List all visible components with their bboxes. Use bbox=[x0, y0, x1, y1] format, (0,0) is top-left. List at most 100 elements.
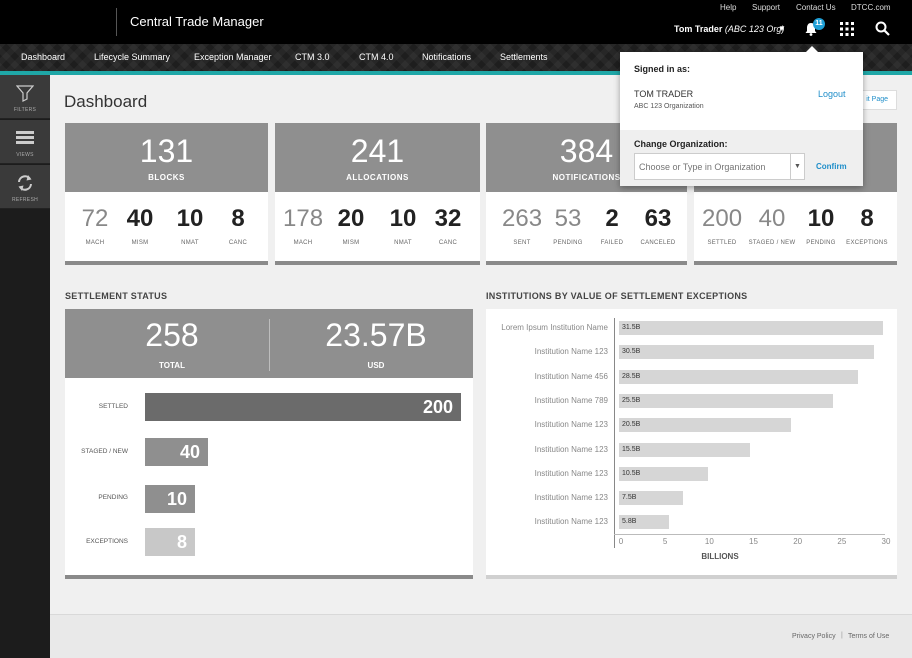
help-link[interactable]: Help bbox=[720, 3, 737, 12]
chart-x-tick: 5 bbox=[662, 537, 668, 546]
card-header: 131 BLOCKS bbox=[65, 123, 268, 192]
nav-accent-line bbox=[0, 71, 912, 75]
signed-in-user-name: TOM TRADER bbox=[634, 89, 694, 99]
chart-bar[interactable]: 15.5B bbox=[619, 442, 750, 457]
chart-bar[interactable]: 10.5B bbox=[619, 466, 708, 481]
summary-divider bbox=[269, 319, 270, 371]
card-stat-value: 10 bbox=[807, 205, 835, 232]
card-stat-label: EXCEPTIONS bbox=[846, 240, 888, 246]
sidebar-views-button[interactable]: VIEWS bbox=[0, 120, 50, 164]
card-stat-label: NMAT bbox=[394, 240, 412, 246]
refresh-icon bbox=[18, 175, 32, 191]
dtcc-link[interactable]: DTCC.com bbox=[851, 3, 891, 12]
card-stat-value: 10 bbox=[389, 205, 417, 232]
settlement-total: 258 bbox=[145, 317, 199, 353]
sidebar-filters-button[interactable]: FILTERS bbox=[0, 75, 50, 119]
nav-exception-manager[interactable]: Exception Manager bbox=[194, 52, 272, 62]
card-stat-value: 72 bbox=[81, 205, 109, 232]
confirm-button[interactable]: Confirm bbox=[816, 162, 847, 171]
dropdown-arrow bbox=[806, 46, 818, 52]
search-icon[interactable] bbox=[875, 21, 890, 36]
card-stat-label: MISM bbox=[131, 240, 149, 246]
chart-bar[interactable]: 25.5B bbox=[619, 393, 833, 408]
nav-settlements[interactable]: Settlements bbox=[500, 52, 548, 62]
nav-notifications[interactable]: Notifications bbox=[422, 52, 472, 62]
apps-grid-icon[interactable] bbox=[840, 22, 854, 36]
settlement-bar-label: STAGED / NEW bbox=[81, 448, 128, 455]
card-stat-value: 8 bbox=[231, 205, 245, 232]
terms-of-use-link[interactable]: Terms of Use bbox=[848, 633, 890, 640]
settlement-usd-label: USD bbox=[367, 361, 385, 370]
settlement-bar-label: EXCEPTIONS bbox=[86, 538, 128, 545]
chart-category-label: Lorem Ipsum Institution Name bbox=[501, 323, 608, 332]
card-stat-label: CANCELED bbox=[640, 240, 676, 246]
chart-category-label: Institution Name 123 bbox=[534, 420, 608, 430]
settlement-bar-staged[interactable]: 40 bbox=[145, 438, 208, 466]
card-stat-label: CANC bbox=[438, 240, 458, 246]
filter-icon bbox=[16, 85, 34, 102]
chart-category-label: Institution Name 123 bbox=[534, 517, 608, 527]
chart-category-label: Institution Name 123 bbox=[534, 347, 608, 357]
chart-x-tick: 20 bbox=[793, 537, 803, 546]
card-stat-label: MISM bbox=[342, 240, 360, 246]
account-dropdown: Signed in as: TOM TRADER ABC 123 Organiz… bbox=[620, 46, 863, 186]
chart-bar[interactable]: 7.5B bbox=[619, 491, 683, 506]
settlement-bar-exceptions[interactable]: 8 bbox=[145, 528, 195, 556]
privacy-policy-link[interactable]: Privacy Policy bbox=[792, 633, 836, 640]
contact-us-link[interactable]: Contact Us bbox=[796, 3, 836, 12]
chart-bar[interactable]: 5.8B bbox=[619, 515, 669, 530]
chart-y-axis bbox=[614, 318, 615, 548]
settlement-bar-settled[interactable]: 200 bbox=[145, 393, 461, 421]
card-stat-label: FAILED bbox=[600, 240, 624, 246]
card-stat-value: 263 bbox=[502, 205, 543, 232]
chart-bar[interactable]: 20.5B bbox=[619, 418, 791, 433]
signed-in-user-org: ABC 123 Organization bbox=[634, 103, 704, 110]
org-dropdown-chevron-icon[interactable]: ▼ bbox=[790, 153, 805, 180]
card-stat-label: SENT bbox=[513, 240, 531, 246]
card-header: 241 ALLOCATIONS bbox=[275, 123, 480, 192]
notification-badge: 11 bbox=[813, 18, 825, 30]
card-caption: BLOCKS bbox=[148, 173, 185, 182]
chart-x-axis bbox=[614, 534, 885, 535]
chart-x-tick: 30 bbox=[881, 537, 891, 546]
card-stat-label: STAGED / NEW bbox=[748, 240, 796, 246]
chart-x-tick: 25 bbox=[837, 537, 847, 546]
logout-link[interactable]: Logout bbox=[818, 89, 846, 99]
sidebar: FILTERS VIEWS REFRESH bbox=[0, 75, 50, 658]
institutions-chart-title: INSTITUTIONS BY VALUE OF SETTLEMENT EXCE… bbox=[486, 291, 748, 301]
nav-ctm-3[interactable]: CTM 3.0 bbox=[295, 52, 330, 62]
chart-bar[interactable]: 30.5B bbox=[619, 345, 874, 360]
card-stat-label: PENDING bbox=[806, 240, 836, 246]
card-stat-label: NMAT bbox=[181, 240, 199, 246]
support-link[interactable]: Support bbox=[752, 3, 781, 12]
card-stat-label: PENDING bbox=[553, 240, 583, 246]
card-total: 131 bbox=[139, 133, 194, 169]
chart-x-tick: 15 bbox=[749, 537, 758, 546]
card-stat-value: 10 bbox=[176, 205, 204, 232]
nav-dashboard[interactable]: Dashboard bbox=[21, 52, 66, 62]
settlement-bar-label: SETTLED bbox=[98, 403, 128, 410]
settlement-bar-pending[interactable]: 10 bbox=[145, 485, 195, 513]
settlement-bar-label: PENDING bbox=[98, 494, 128, 501]
chart-category-label: Institution Name 123 bbox=[534, 444, 608, 454]
user-name: Tom Trader bbox=[674, 24, 723, 34]
chart-x-label: BILLIONS bbox=[701, 552, 739, 561]
user-menu[interactable]: Tom Trader (ABC 123 Org) bbox=[674, 24, 784, 34]
chevron-down-icon[interactable]: ▼ bbox=[778, 24, 786, 33]
card-stat-label: MACH bbox=[293, 240, 313, 246]
card-stat-value: 40 bbox=[758, 205, 786, 232]
nav-ctm-4[interactable]: CTM 4.0 bbox=[359, 52, 394, 62]
settlement-usd: 23.57B bbox=[325, 317, 427, 353]
organization-input[interactable] bbox=[634, 153, 805, 180]
app-title: Central Trade Manager bbox=[130, 14, 264, 29]
sidebar-refresh-button[interactable]: REFRESH bbox=[0, 165, 50, 209]
blocks-card[interactable]: 131 BLOCKS 72 MACH 40 MISM 10 NMAT 8 CANC bbox=[65, 123, 268, 265]
allocations-card[interactable]: 241 ALLOCATIONS 178 MACH 20 MISM 10 NMAT 32… bbox=[275, 123, 480, 265]
chart-bar[interactable]: 31.5B bbox=[619, 321, 883, 335]
page-title: Dashboard bbox=[64, 92, 148, 111]
nav-lifecycle-summary[interactable]: Lifecycle Summary bbox=[94, 52, 171, 62]
card-stat-value: 200 bbox=[702, 205, 743, 232]
chart-bar[interactable]: 28.5B bbox=[619, 369, 858, 384]
card-caption: NOTIFICATIONS bbox=[552, 173, 621, 182]
settlement-summary: 258 TOTAL 23.57B USD bbox=[65, 309, 473, 378]
